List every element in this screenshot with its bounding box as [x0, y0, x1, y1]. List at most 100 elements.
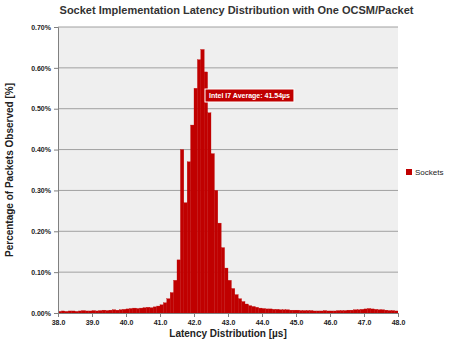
histogram-bar	[211, 154, 214, 313]
histogram-bar	[245, 304, 248, 313]
histogram-bar	[150, 308, 153, 313]
x-tick: 45.0	[290, 313, 304, 326]
histogram-bar	[313, 311, 316, 313]
x-tick-label: 42.0	[188, 319, 202, 326]
histogram-bar	[95, 311, 98, 313]
x-tick-mark	[126, 313, 127, 317]
y-tick: 0.50%	[31, 105, 58, 112]
histogram-bar	[333, 311, 336, 313]
histogram-bar	[99, 311, 102, 313]
histogram-bar	[187, 162, 190, 313]
chart: 38.039.040.041.042.043.044.045.046.047.0…	[0, 0, 473, 341]
histogram-bar	[306, 311, 309, 313]
histogram-bar	[282, 310, 285, 313]
histogram-bar	[378, 310, 381, 313]
grid-line	[58, 190, 398, 191]
histogram-bar	[92, 311, 95, 313]
x-tick-label: 40.0	[120, 319, 134, 326]
x-tick: 42.0	[188, 313, 202, 326]
histogram-bar	[160, 305, 163, 313]
x-tick-label: 47.0	[358, 319, 372, 326]
histogram-bar	[320, 311, 323, 313]
histogram-bar	[214, 190, 217, 313]
y-tick-label: 0.70%	[31, 24, 52, 31]
annotation-box	[205, 89, 294, 102]
y-tick-label: 0.00%	[31, 310, 52, 317]
bars	[58, 49, 398, 313]
histogram-bar	[381, 310, 384, 313]
y-tick-label: 0.50%	[31, 105, 52, 112]
y-axis-title: Percentage of Packets Observed [%]	[4, 83, 15, 257]
histogram-bar	[286, 310, 289, 313]
x-tick-label: 48.0	[392, 319, 406, 326]
x-tick-mark	[262, 313, 263, 317]
legend: Sockets	[406, 168, 443, 177]
x-tick-mark	[92, 313, 93, 317]
y-tick-mark	[54, 150, 58, 151]
histogram-bar	[361, 309, 364, 313]
y-tick: 0.70%	[31, 24, 58, 31]
title: Socket Implementation Latency Distributi…	[60, 4, 414, 16]
y-tick-label: 0.60%	[31, 65, 52, 72]
y-tick: 0.60%	[31, 65, 58, 72]
histogram-bar	[194, 88, 197, 313]
histogram-bar	[293, 310, 296, 313]
histogram-bar	[123, 309, 126, 313]
histogram-bar	[157, 306, 160, 313]
x-tick-mark	[330, 313, 331, 317]
y-tick-mark	[54, 231, 58, 232]
x-tick: 48.0	[392, 313, 406, 326]
histogram-bar	[310, 311, 313, 313]
histogram-bar	[201, 49, 204, 313]
histogram-bar	[296, 310, 299, 313]
histogram-bar	[106, 311, 109, 313]
histogram-bar	[65, 311, 68, 313]
x-tick-label: 39.0	[86, 319, 100, 326]
x-tick-mark	[364, 313, 365, 317]
histogram-bar	[180, 150, 183, 313]
histogram-bar	[167, 299, 170, 313]
y-tick-label: 0.20%	[31, 228, 52, 235]
y-tick-mark	[54, 68, 58, 69]
histogram-bar	[208, 113, 211, 313]
histogram-bar	[225, 268, 228, 313]
histogram-bar	[174, 280, 177, 313]
histogram-bar	[262, 309, 265, 313]
x-tick-mark	[398, 313, 399, 317]
histogram-bar	[102, 310, 105, 313]
histogram-bar	[269, 309, 272, 313]
grid-line	[58, 108, 398, 109]
histogram-bar	[327, 311, 330, 313]
grid-line	[58, 27, 398, 28]
histogram-bar	[78, 311, 81, 313]
grid-line	[58, 231, 398, 232]
histogram-bar	[316, 311, 319, 313]
histogram-bar	[350, 310, 353, 313]
histogram-bar	[364, 309, 367, 313]
x-tick: 40.0	[120, 313, 134, 326]
histogram-bar	[112, 310, 115, 313]
histogram-bar	[238, 299, 241, 313]
histogram-bar	[340, 311, 343, 313]
histogram-bar	[197, 60, 200, 313]
histogram-bar	[344, 311, 347, 313]
histogram-bar	[89, 311, 92, 313]
histogram-bar	[265, 309, 268, 313]
y-tick-label: 0.10%	[31, 269, 52, 276]
histogram-bar	[126, 309, 129, 313]
histogram-bar	[354, 310, 357, 313]
histogram-bar	[374, 309, 377, 313]
x-tick-label: 45.0	[290, 319, 304, 326]
y-tick-mark	[54, 190, 58, 191]
y-tick-mark	[54, 313, 58, 314]
histogram-bar	[218, 223, 221, 313]
x-tick: 41.0	[154, 313, 168, 326]
histogram-bar	[133, 308, 136, 313]
x-axis-title: Latency Distribution [µs]	[169, 328, 286, 339]
histogram-bar	[136, 309, 139, 313]
x-tick: 47.0	[358, 313, 372, 326]
annotation-text: Intel I7 Average: 41.54µs	[209, 92, 290, 100]
annotation: Intel I7 Average: 41.54µs	[201, 89, 294, 107]
histogram-bar	[367, 309, 370, 313]
plot-background	[58, 27, 398, 313]
